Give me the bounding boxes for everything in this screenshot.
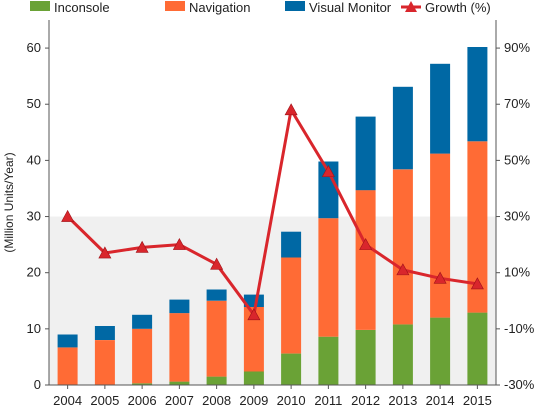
bar-inconsole-2013 — [392, 324, 413, 385]
bar-inconsole-2014 — [430, 317, 451, 385]
growth-line-layer — [61, 103, 484, 321]
growth-marker-2008 — [210, 257, 224, 270]
bar-visual-monitor-2005 — [94, 326, 115, 340]
bar-navigation-2009 — [243, 306, 264, 372]
legend: Inconsole Navigation Visual Monitor Growth … — [30, 0, 491, 15]
bar-navigation-2008 — [206, 300, 227, 377]
legend-label-growth-: Growth (%) — [425, 0, 491, 15]
bar-navigation-2014 — [430, 153, 451, 318]
y2-tick-label: -10% — [504, 321, 535, 336]
x-tick-label-2009: 2009 — [239, 393, 268, 408]
axes-layer: 0 10 20 30 40 50 60 -30% -10% 10% 30% 50% 70% 90% 2004… — [27, 20, 535, 408]
bar-visual-monitor-2007 — [169, 299, 190, 314]
bar-navigation-2011 — [318, 218, 339, 337]
bar-navigation-2013 — [392, 169, 413, 325]
plot-background-band — [49, 216, 496, 385]
x-tick-label-2014: 2014 — [426, 393, 455, 408]
y2-tick-label: 10% — [504, 265, 530, 280]
legend-swatch-navigation — [165, 1, 185, 11]
x-tick-label-2008: 2008 — [202, 393, 231, 408]
bars-layer — [57, 47, 488, 385]
bar-navigation-2010 — [281, 257, 302, 354]
growth-marker-2005 — [98, 246, 112, 259]
growth-marker-2015 — [470, 277, 484, 290]
growth-marker-2007 — [172, 237, 186, 250]
growth-marker-2014 — [433, 271, 447, 284]
bar-navigation-2007 — [169, 313, 190, 382]
y-tick-label: 50 — [27, 96, 41, 111]
legend-label-visual-monitor: Visual Monitor — [309, 0, 392, 15]
bar-visual-monitor-2009 — [243, 294, 264, 307]
y2-tick-label: 30% — [504, 209, 530, 224]
x-tick-label-2013: 2013 — [388, 393, 417, 408]
bar-visual-monitor-2006 — [132, 314, 153, 329]
bar-visual-monitor-2004 — [57, 334, 78, 348]
x-tick-label-2004: 2004 — [53, 393, 82, 408]
bar-visual-monitor-2015 — [467, 47, 488, 142]
x-tick-label-2005: 2005 — [90, 393, 119, 408]
bar-inconsole-2010 — [281, 353, 302, 385]
y2-tick-label: 90% — [504, 40, 530, 55]
x-tick-label-2011: 2011 — [314, 393, 342, 408]
bar-visual-monitor-2008 — [206, 289, 227, 301]
x-tick-label-2010: 2010 — [277, 393, 306, 408]
y2-tick-label: 50% — [504, 152, 530, 167]
growth-line — [66, 108, 478, 317]
bar-inconsole-2011 — [318, 336, 339, 385]
bar-visual-monitor-2013 — [392, 86, 413, 170]
x-tick-label-2012: 2012 — [351, 393, 380, 408]
y-tick-label: 0 — [34, 377, 41, 392]
y-tick-label: 30 — [27, 209, 41, 224]
x-tick-label-2015: 2015 — [463, 393, 492, 408]
bar-navigation-2004 — [57, 347, 78, 385]
y-tick-label: 40 — [27, 152, 41, 167]
growth-marker-2006 — [135, 240, 149, 253]
bar-navigation-2005 — [94, 340, 115, 385]
bar-inconsole-2006 — [132, 383, 153, 385]
bar-inconsole-2008 — [206, 376, 227, 385]
bar-navigation-2015 — [467, 141, 488, 313]
bar-visual-monitor-2014 — [430, 63, 451, 154]
y-tick-label: 60 — [27, 40, 41, 55]
growth-marker-2010 — [284, 103, 298, 116]
legend-swatch-visual-monitor — [285, 1, 305, 11]
legend-marker-growth- — [405, 1, 417, 12]
growth-marker-2013 — [396, 263, 410, 276]
y2-tick-label: -30% — [504, 377, 535, 392]
bar-visual-monitor-2010 — [281, 231, 302, 258]
growth-marker-2009 — [247, 308, 261, 321]
growth-marker-2011 — [321, 164, 335, 177]
growth-marker-2004 — [61, 209, 75, 222]
x-tick-label-2007: 2007 — [165, 393, 194, 408]
y2-tick-label: 70% — [504, 96, 530, 111]
y-axis-label: (Million Units/Year) — [2, 152, 16, 252]
y-tick-label: 20 — [27, 265, 41, 280]
bar-inconsole-2007 — [169, 381, 190, 385]
x-tick-label-2006: 2006 — [128, 393, 157, 408]
bar-inconsole-2015 — [467, 312, 488, 385]
y-tick-label: 10 — [27, 321, 41, 336]
growth-marker-2012 — [359, 237, 373, 250]
bar-navigation-2006 — [132, 328, 153, 384]
legend-swatch-inconsole — [30, 1, 50, 11]
bar-visual-monitor-2012 — [355, 116, 376, 191]
bar-inconsole-2012 — [355, 330, 376, 385]
bar-inconsole-2009 — [243, 371, 264, 385]
legend-label-inconsole: Inconsole — [54, 0, 110, 15]
legend-label-navigation: Navigation — [189, 0, 250, 15]
bar-navigation-2012 — [355, 190, 376, 330]
